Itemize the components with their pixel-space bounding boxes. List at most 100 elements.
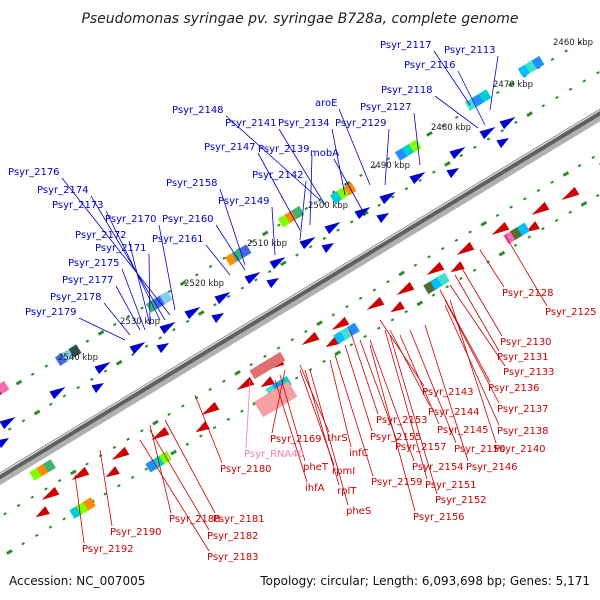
leader-line-forward — [457, 70, 486, 126]
forward-gene-arrow — [324, 222, 341, 235]
tick-mark — [90, 377, 94, 381]
forward-gene-arrow — [159, 322, 176, 335]
leader-line-reverse — [504, 234, 548, 307]
tick-mark — [21, 542, 25, 546]
tick-mark — [208, 264, 213, 269]
leader-line-forward — [433, 50, 471, 106]
leader-line-forward — [309, 154, 313, 226]
gene-label-reverse: Psyr_2181 — [213, 514, 265, 525]
forward-gene-arrow — [376, 213, 389, 224]
leader-line-reverse — [399, 334, 440, 425]
reverse-gene-arrow — [525, 221, 540, 233]
gene-label-reverse: Psyr_2130 — [500, 337, 552, 348]
gene-label-reverse: Psyr_2180 — [220, 464, 272, 475]
reverse-gene-arrow — [396, 281, 415, 296]
forward-gene-arrow — [184, 307, 201, 320]
gene-label-forward: Psyr_2175 — [68, 258, 120, 269]
gene-label-forward: Psyr_2113 — [444, 45, 496, 56]
leader-line-reverse — [449, 284, 506, 367]
forward-gene-arrow — [354, 207, 371, 220]
scale-labels: 2460 kbp 2470 kbp 2480 kbp 2490 kbp 2500 kbp… — [58, 38, 593, 363]
cog-block — [346, 322, 360, 336]
leader-line-reverse — [454, 274, 500, 352]
tick-mark — [454, 115, 459, 119]
rna-block — [249, 351, 286, 380]
gene-label-reverse: Psyr_2151 — [425, 480, 477, 491]
leader-line-reverse — [329, 359, 352, 448]
gene-label-reverse: Psyr_2153 — [376, 415, 428, 426]
tick-mark — [318, 198, 322, 202]
gene-label-forward: Psyr_2170 — [105, 214, 157, 225]
scale-label: 2470 kbp — [493, 80, 533, 90]
leader-line-forward — [331, 128, 346, 196]
cog-block — [436, 272, 450, 286]
tick-mark — [97, 330, 105, 336]
tick-mark — [513, 243, 518, 247]
tick-mark — [304, 329, 308, 334]
gene-label-reverse: Psyr_2188 — [169, 514, 221, 525]
tick-mark — [112, 322, 117, 327]
leader-line-reverse — [424, 324, 469, 462]
leader-line-forward — [257, 152, 301, 231]
leader-line-forward — [219, 188, 246, 266]
tick-mark — [167, 412, 171, 416]
leader-line-forward — [384, 128, 390, 186]
gene-label-reverse: Psyr_2138 — [497, 426, 549, 437]
tick-mark — [445, 285, 449, 289]
reverse-gene-arrow — [301, 331, 320, 346]
gene-label-reverse: Psyr_2144 — [428, 407, 480, 418]
gene-label-reverse: Psyr_2145 — [437, 425, 489, 436]
forward-gene-arrow — [214, 292, 231, 305]
cog-block — [159, 291, 173, 305]
forward-gene-arrow — [299, 237, 316, 250]
tick-mark — [76, 385, 80, 390]
tick-mark — [140, 306, 144, 310]
leader-line-forward — [489, 55, 499, 111]
gene-label-forward: Psyr_2158 — [166, 178, 218, 189]
forward-gene-arrow — [269, 257, 286, 270]
tick-mark — [372, 288, 377, 292]
tick-mark — [226, 417, 231, 422]
tick-mark — [508, 81, 515, 88]
tick-mark — [7, 427, 12, 431]
tick-mark — [304, 206, 309, 211]
scale-label: 2460 kbp — [553, 38, 593, 48]
gene-label-reverse: Psyr_2183 — [207, 552, 259, 563]
gene-label-reverse: ihfA — [305, 483, 325, 494]
leader-line-forward — [299, 180, 307, 241]
tick-mark — [486, 260, 491, 264]
cog-block — [42, 459, 56, 473]
gene-label-forward: Psyr_2171 — [95, 243, 147, 254]
forward-gene-arrow — [94, 362, 111, 375]
tick-mark — [577, 164, 582, 168]
leader-line-reverse — [444, 299, 500, 404]
tick-mark — [500, 129, 505, 133]
tick-mark — [112, 445, 117, 450]
tick-mark — [431, 293, 436, 297]
reverse-gene-arrow — [236, 376, 255, 391]
tick-mark — [527, 235, 532, 239]
leader-line-reverse — [304, 369, 340, 486]
tick-mark — [564, 49, 568, 53]
leader-line-reverse — [449, 299, 497, 444]
scale-label: 2480 kbp — [431, 123, 471, 133]
tick-mark — [208, 387, 212, 392]
tick-mark — [117, 484, 121, 488]
tick-mark — [294, 376, 299, 380]
leader-line-reverse — [369, 339, 415, 462]
gene-label-forward: Psyr_2174 — [37, 185, 89, 196]
tick-mark — [179, 280, 187, 286]
gene-label-forward: aroE — [315, 98, 337, 109]
leader-line-forward — [205, 244, 231, 276]
leader-line-forward — [103, 302, 131, 336]
tick-mark — [441, 124, 445, 128]
gene-label-forward: Psyr_2173 — [52, 200, 104, 211]
cog-block — [516, 222, 530, 236]
gene-label-reverse: Psyr_2125 — [545, 307, 597, 318]
gene-label-reverse: rplT — [337, 486, 357, 497]
tick-mark — [358, 296, 363, 300]
tick-mark — [386, 157, 391, 161]
tick-mark — [322, 236, 327, 241]
leader-line-reverse — [279, 374, 306, 462]
forward-gene-arrow — [496, 138, 509, 149]
